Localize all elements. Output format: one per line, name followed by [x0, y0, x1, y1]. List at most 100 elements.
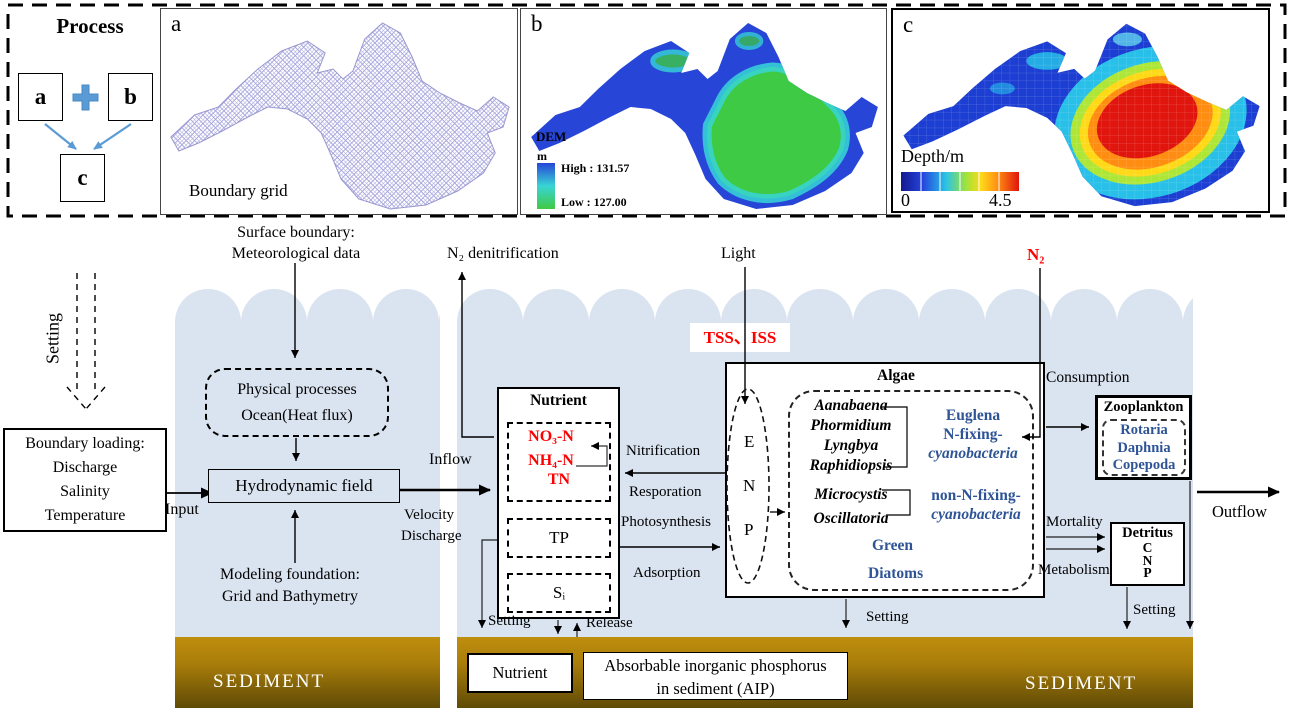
release-label: Release: [586, 615, 633, 631]
algae-inner-dashed-box: [788, 390, 1034, 591]
species-lyngbya: Lyngbya: [823, 437, 879, 454]
panel-b-dem: b DEM m High : 131.57 Low : 127.00: [520, 8, 887, 215]
physical-processes-line1: Physical processes: [237, 381, 357, 398]
detritus-title: Detritus: [1122, 525, 1173, 541]
panel-c-letter: c: [903, 12, 914, 37]
sediment-nutrient-box: Nutrient: [467, 653, 573, 693]
nfixing-label: N-fixing-: [943, 426, 1003, 443]
enp-p-label: P: [744, 520, 754, 539]
detritus-box: Detritus C N P: [1110, 522, 1185, 586]
aip-line1: Absorbable inorganic phosphorus: [604, 656, 827, 675]
depth-lake-image: [903, 23, 1260, 207]
modeling-foundation-line2: Grid and Bathymetry: [222, 588, 358, 605]
nitrogen-subbox: NO₃-N NH₄-N TN: [507, 422, 611, 502]
boundary-loading-salinity: Salinity: [60, 483, 110, 500]
copepoda-label: Copepoda: [1112, 457, 1176, 473]
zooplankton-species: Rotaria Daphnia Copepoda: [1104, 422, 1184, 475]
tp-subbox: TP: [507, 518, 611, 558]
zooplankton-box: Zooplankton Rotaria Daphnia Copepoda: [1095, 395, 1192, 480]
diatoms-label: Diatoms: [868, 565, 924, 582]
green-algae-label: Green: [872, 537, 914, 554]
detritus-p: P: [1143, 565, 1152, 580]
nutrient-box: Nutrient NO₃-N NH₄-N TN TP Sᵢ: [497, 387, 620, 619]
detritus-c: C: [1142, 540, 1153, 555]
process-node-c-label: c: [77, 165, 88, 190]
physical-processes-line2: Ocean(Heat flux): [241, 407, 353, 424]
sediment-right-label: SEDIMENT: [1025, 673, 1138, 694]
boundary-loading-discharge: Discharge: [52, 459, 118, 476]
daphnia-label: Daphnia: [1117, 439, 1171, 456]
panel-a-letter: a: [171, 11, 182, 36]
nonfix-species-list: Microcystis Oscillatoria: [790, 483, 912, 531]
process-node-b: b: [108, 73, 153, 121]
zooplankton-inner-box: Rotaria Daphnia Copepoda: [1102, 419, 1186, 476]
discharge-label: Discharge: [401, 528, 462, 544]
dem-legend-unit: m: [537, 149, 547, 163]
panel-a-boundary-grid: a Boundary grid: [160, 8, 518, 215]
nutrient-title: Nutrient: [530, 392, 587, 409]
euglena-label: Euglena: [945, 407, 1001, 424]
dem-legend-colorbar: [537, 163, 555, 209]
plus-icon: [72, 84, 99, 111]
rotaria-label: Rotaria: [1120, 422, 1168, 438]
dashed-setting-arrow: [66, 273, 106, 410]
nfixing-cyanobacteria-label: cyanobacteria: [928, 445, 1018, 462]
inflow-label: Inflow: [429, 451, 472, 468]
species-aanabaena: Aanabaena: [814, 397, 888, 414]
non-nfixing-cyanobacteria-label: cyanobacteria: [931, 506, 1021, 523]
n2-label: N₂: [1027, 245, 1045, 264]
modeling-foundation-line1: Modeling foundation:: [220, 566, 360, 583]
tn-label: TN: [547, 471, 571, 488]
consumption-label: Consumption: [1046, 369, 1130, 386]
hydrodynamic-field-label: Hydrodynamic field: [235, 476, 373, 495]
outflow-label: Outflow: [1212, 502, 1267, 521]
light-label: Light: [721, 245, 756, 262]
n2-denitrification-label: N₂ denitrification: [447, 245, 559, 262]
algae-title: Algae: [877, 367, 915, 384]
enp-e-label: E: [744, 432, 755, 451]
dem-legend-high: High : 131.57: [561, 161, 630, 175]
detritus-n: N: [1142, 552, 1153, 568]
nutrient-setting-label: Setting: [488, 613, 531, 629]
panel-c-depth: c Depth/m 0 4.5: [891, 8, 1270, 213]
surface-boundary-line1: Surface boundary:: [237, 224, 355, 241]
tss-iss-label: TSS、ISS: [690, 323, 790, 352]
nh4-label: NH₄-N: [528, 452, 574, 469]
tp-label: TP: [549, 528, 569, 547]
process-node-b-label: b: [124, 84, 137, 109]
species-oscillatoria: Oscillatoria: [813, 510, 889, 527]
surface-boundary-line2: Meteorological data: [231, 245, 361, 262]
species-raphidiopsis: Raphidiopsis: [809, 457, 893, 474]
process-node-a: a: [18, 73, 63, 121]
algae-box: Algae E N P Aanabaena Phormidium Lyngbya…: [725, 362, 1045, 598]
species-microcystis: Microcystis: [814, 486, 888, 503]
aip-box: Absorbable inorganic phosphorus in sedim…: [583, 652, 848, 700]
process-title: Process: [56, 14, 124, 38]
nfix-species-list: Aanabaena Phormidium Lyngbya Raphidiopsi…: [790, 396, 912, 476]
hydrodynamic-field-box: Hydrodynamic field: [208, 469, 400, 503]
sediment-nutrient-label: Nutrient: [492, 663, 548, 682]
mortality-label: Mortality: [1046, 514, 1103, 530]
no3-label: NO₃-N: [528, 428, 574, 445]
process-node-c: c: [60, 154, 105, 202]
input-label: Input: [165, 501, 199, 518]
panel-a-caption: Boundary grid: [189, 181, 288, 200]
si-label: Sᵢ: [552, 583, 566, 602]
dem-lake-image: [531, 23, 878, 209]
sediment-left: [175, 637, 440, 708]
panel-b-letter: b: [531, 11, 543, 36]
physical-processes-box: Physical processes Ocean(Heat flux): [205, 368, 389, 437]
depth-legend-max: 4.5: [989, 190, 1012, 210]
aip-line2: in sediment (AIP): [656, 679, 775, 698]
depth-legend-colorbar: [901, 172, 1019, 191]
enp-n-label: N: [743, 476, 756, 495]
nfix-group-label: Euglena N-fixing- cyanobacteria: [917, 406, 1029, 463]
nonfix-group-label: non-N-fixing- cyanobacteria: [917, 486, 1035, 524]
photosynthesis-label: Photosynthesis: [621, 514, 712, 530]
boundary-loading-temperature: Temperature: [44, 507, 126, 524]
species-phormidium: Phormidium: [810, 417, 892, 434]
metabolism-label: Metabolism: [1038, 562, 1110, 578]
nitrification-label: Nitrification: [626, 443, 701, 459]
depth-legend-title: Depth/m: [901, 146, 964, 166]
